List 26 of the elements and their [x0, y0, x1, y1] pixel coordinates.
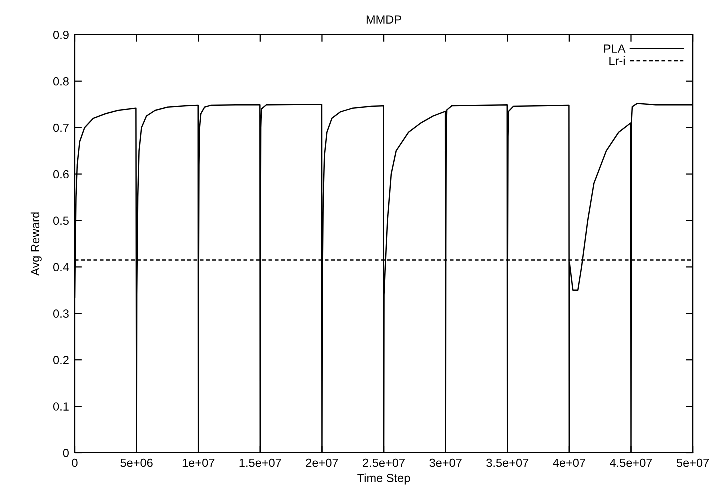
- y-tick-label: 0.1: [53, 402, 69, 411]
- y-tick-label: 0.5: [53, 216, 69, 226]
- x-tick-label: 2.5e+07: [363, 458, 405, 468]
- y-tick-label: 0.4: [53, 263, 70, 272]
- x-tick-label: 5e+07: [676, 458, 710, 468]
- y-tick-label: 0.9: [53, 30, 69, 40]
- x-tick-label: 1.5e+07: [240, 458, 282, 468]
- y-axis-title: Avg Reward: [30, 212, 42, 276]
- x-tick-label: 4.5e+07: [610, 458, 652, 468]
- chart-title: MMDP: [366, 16, 402, 24]
- y-tick-label: 0.7: [53, 124, 69, 132]
- y-tick-label: 0.3: [53, 310, 69, 318]
- x-axis-title: Time Step: [358, 474, 410, 485]
- x-tick-label: 1e+07: [182, 458, 215, 468]
- x-tick-label: 4e+07: [553, 458, 586, 468]
- x-tick-label: 2e+07: [306, 458, 338, 468]
- x-tick-label: 3e+07: [430, 458, 462, 468]
- y-tick-label: 0.6: [53, 170, 69, 179]
- x-tick-label: 3.5e+07: [486, 458, 529, 468]
- x-tick-label: 5e+06: [120, 458, 153, 468]
- y-tick-label: 0.2: [53, 356, 69, 364]
- legend-label: Lr-i: [610, 56, 625, 66]
- x-tick-label: 0: [72, 458, 78, 468]
- legend-label: PLA: [604, 44, 626, 53]
- y-tick-label: 0: [63, 449, 69, 458]
- y-tick-label: 0.8: [53, 77, 69, 86]
